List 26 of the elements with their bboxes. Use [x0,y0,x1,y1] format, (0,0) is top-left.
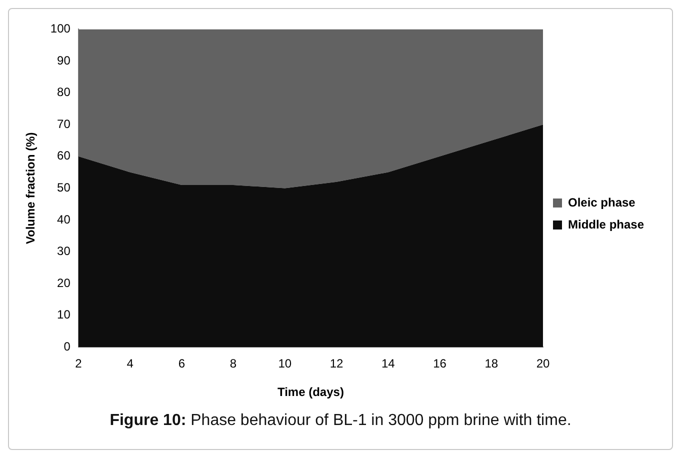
x-tick-label: 6 [178,356,186,371]
y-tick-label: 10 [57,308,71,322]
y-tick-label: 100 [50,22,71,36]
x-tick-label: 2 [75,356,82,371]
x-tick-label: 4 [126,356,134,371]
y-axis-title: Volume fraction (%) [24,132,38,244]
legend-label: Oleic phase [568,195,636,210]
y-tick-label: 50 [57,180,71,195]
legend-label: Middle phase [568,217,644,232]
x-tick-label: 8 [230,356,237,371]
x-tick-label: 16 [433,356,447,371]
y-tick-label: 80 [57,85,71,100]
caption: Figure 10: Phase behaviour of BL-1 in 3000 ppm brine with time. [108,412,572,430]
y-tick-label: 0 [64,340,71,354]
x-axis-title: Time (days) [277,385,344,400]
y-tick-label: 20 [57,276,71,290]
x-tick-label: 10 [278,356,292,371]
x-tick-label: 12 [330,356,344,371]
x-tick-label: 18 [484,356,498,371]
y-tick-label: 40 [57,212,71,226]
y-tick-label: 90 [57,53,71,68]
x-tick-label: 20 [536,356,550,371]
y-tick-label: 60 [57,148,71,163]
y-tick-label: 30 [57,244,71,258]
x-tick-label: 14 [381,356,396,371]
y-tick-label: 70 [57,116,71,131]
